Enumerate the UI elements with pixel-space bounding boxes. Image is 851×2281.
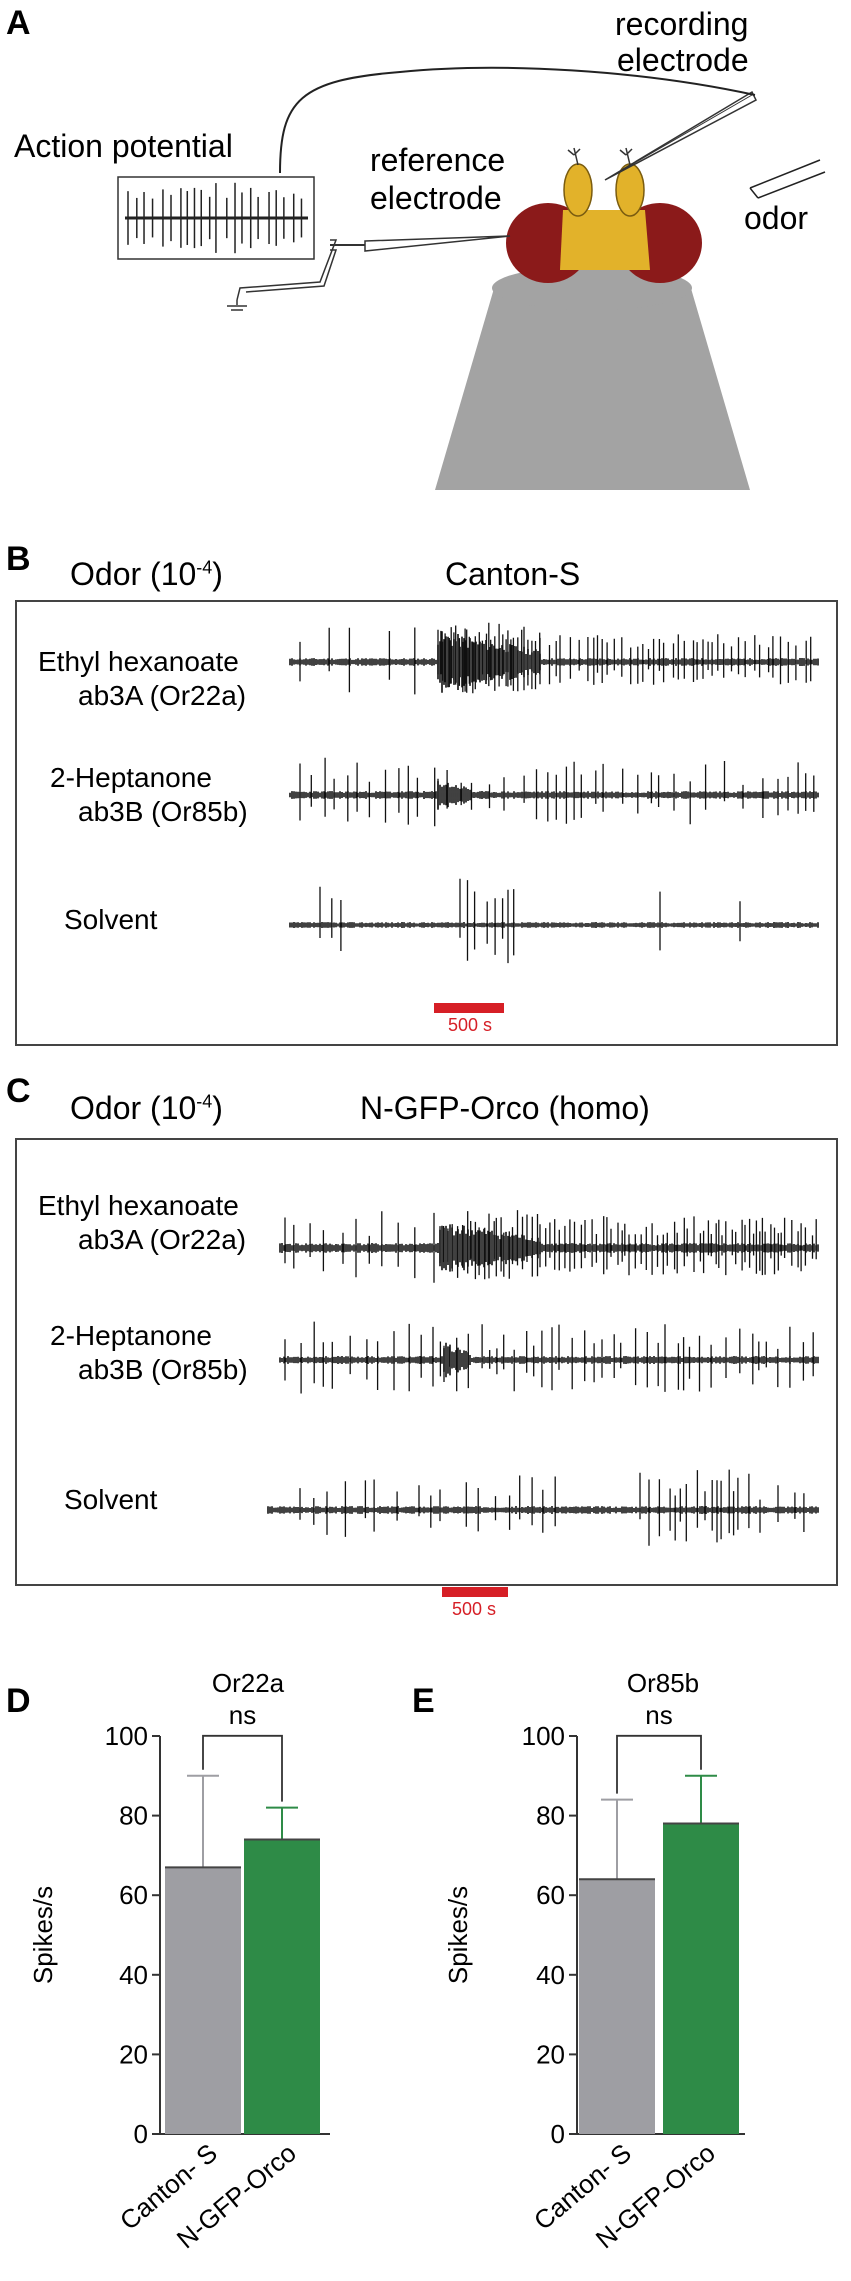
action-potential-label: Action potential xyxy=(14,128,233,164)
panel-c-trace2-line2: ab3B (Or85b) xyxy=(78,1354,248,1385)
panel-c-odor-label: Odor (10-4) xyxy=(70,1090,223,1126)
panel-c-genotype: N-GFP-Orco (homo) xyxy=(360,1090,650,1126)
panel-b-letter: B xyxy=(6,540,31,578)
recording-electrode-label-1: recording xyxy=(615,6,749,42)
y-tick-label: 20 xyxy=(119,2039,148,2069)
bar-0 xyxy=(579,1879,655,2134)
bar-1 xyxy=(663,1823,739,2134)
panel-e-letter: E xyxy=(412,1682,435,1720)
panel-b-trace-2-heptanone xyxy=(289,757,819,827)
panel-c-traces xyxy=(267,1210,819,1597)
panel-a-letter: A xyxy=(6,4,31,42)
y-tick-label: 40 xyxy=(536,1960,565,1990)
panel-c-trace-ethyl-hexanoate xyxy=(279,1210,819,1283)
panel-c-letter: C xyxy=(6,1072,31,1110)
significance-label: ns xyxy=(645,1700,672,1730)
panel-c-trace1-line1: Ethyl hexanoate xyxy=(38,1190,239,1221)
bar-1 xyxy=(244,1839,320,2134)
significance-label: ns xyxy=(229,1700,256,1730)
reference-electrode-label-2: electrode xyxy=(370,180,502,216)
y-tick-label: 80 xyxy=(536,1801,565,1831)
panel-b-trace-solvent xyxy=(289,878,819,964)
panel-d-letter: D xyxy=(6,1682,31,1720)
recording-electrode-label-2: electrode xyxy=(617,42,749,78)
recording-wire xyxy=(279,66,756,174)
panel-b-scale-bar xyxy=(434,1003,504,1013)
odor-label: odor xyxy=(744,200,809,236)
head-yellow xyxy=(560,210,650,270)
bar-0 xyxy=(165,1867,241,2134)
panel-b-genotype: Canton-S xyxy=(445,556,581,592)
y-tick-label: 80 xyxy=(119,1801,148,1831)
panel-c-trace3-line1: Solvent xyxy=(64,1484,158,1515)
ground-symbol xyxy=(227,300,247,311)
y-axis-label: Spikes/s xyxy=(443,1886,473,1984)
panel-b-scale-label: 500 s xyxy=(448,1015,493,1035)
reference-electrode-label-1: reference xyxy=(370,142,506,178)
chart-title: Or22a xyxy=(212,1668,285,1698)
panel-b-trace1-line2: ab3A (Or22a) xyxy=(78,680,247,711)
recording-electrode xyxy=(604,90,757,181)
panel-b-trace2-line2: ab3B (Or85b) xyxy=(78,796,248,827)
panel-c-trace-2-heptanone xyxy=(279,1321,819,1394)
panel-c-trace-solvent xyxy=(267,1469,819,1546)
panel-b-trace-ethyl-hexanoate xyxy=(289,622,819,695)
y-tick-label: 20 xyxy=(536,2039,565,2069)
y-tick-label: 100 xyxy=(522,1721,565,1751)
odor-nozzle xyxy=(749,159,826,199)
y-tick-label: 60 xyxy=(119,1880,148,1910)
significance-bracket xyxy=(616,1734,702,1794)
significance-bracket xyxy=(202,1734,283,1802)
panel-b-trace2-line1: 2-Heptanone xyxy=(50,762,212,793)
panel-c-scale-label: 500 s xyxy=(452,1599,497,1619)
chart-title: Or85b xyxy=(627,1668,699,1698)
panel-b-trace3-line1: Solvent xyxy=(64,904,158,935)
y-tick-label: 0 xyxy=(134,2119,148,2149)
y-tick-label: 60 xyxy=(536,1880,565,1910)
panel-b-odor-label: Odor (10-4) xyxy=(70,556,223,592)
y-tick-label: 40 xyxy=(119,1960,148,1990)
y-axis-label: Spikes/s xyxy=(28,1886,58,1984)
panel-c-scale-bar xyxy=(442,1587,508,1597)
panel-b-trace1-line1: Ethyl hexanoate xyxy=(38,646,239,677)
electrophysiology-setup-diagram xyxy=(117,66,826,490)
y-tick-label: 100 xyxy=(105,1721,148,1751)
stand-shape xyxy=(435,285,750,490)
panel-b-traces xyxy=(289,622,819,1013)
y-tick-label: 0 xyxy=(551,2119,565,2149)
panel-c-trace1-line2: ab3A (Or22a) xyxy=(78,1224,247,1255)
panel-c-trace2-line1: 2-Heptanone xyxy=(50,1320,212,1351)
panel-b-box xyxy=(15,600,838,1046)
